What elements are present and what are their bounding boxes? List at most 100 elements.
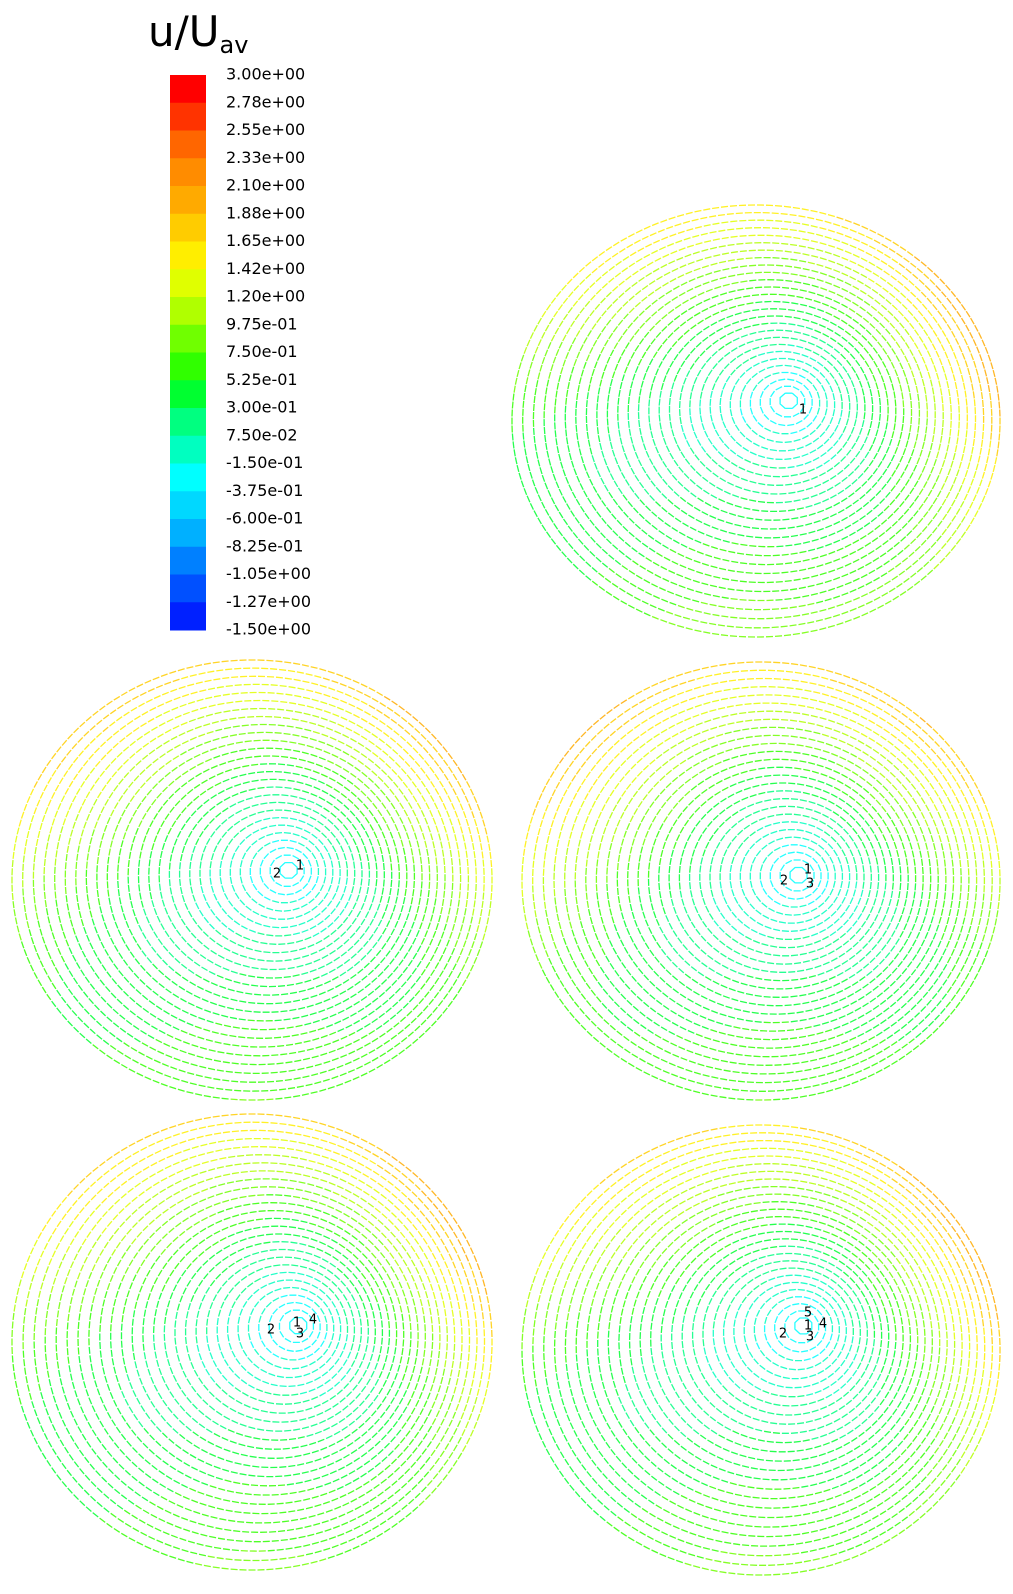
vector-arrows: [523, 242, 967, 570]
vector-arrows: [527, 726, 999, 1101]
vector-arrows: [511, 279, 920, 617]
vector-arrows: [597, 766, 948, 1042]
colorbar-label: 3.00e+00: [226, 65, 305, 84]
vector-arrows: [525, 1223, 911, 1522]
vector-arrows: [18, 667, 493, 868]
vector-arrows: [599, 1127, 1001, 1363]
vector-arrows: [680, 344, 844, 469]
vector-arrows: [522, 669, 998, 856]
vector-arrows: [521, 686, 1001, 897]
vector-arrows: [566, 204, 998, 496]
vector-arrows: [383, 1151, 488, 1295]
colorbar-swatch: [170, 380, 206, 409]
vector-arrows: [525, 1163, 982, 1474]
colorbar-swatch: [170, 241, 206, 270]
vector-arrows: [12, 723, 484, 1101]
vector-arrows: [138, 786, 383, 977]
vector-arrows: [591, 322, 870, 509]
vector-panel: 2 1 43: [11, 1113, 493, 1571]
vortex-marker: 4: [819, 1317, 827, 1332]
vortex-marker: 2: [273, 867, 281, 882]
vector-arrows: [558, 699, 933, 764]
vortex-marker: 4: [309, 1313, 317, 1328]
colorbar-swatch: [170, 102, 206, 131]
vortex-marker: 1: [293, 1316, 301, 1331]
colorbar-label: 5.25e-01: [226, 370, 298, 389]
vector-arrows: [541, 750, 989, 1101]
colorbar-swatch: [170, 130, 206, 159]
vortex-marker: 1: [804, 863, 812, 878]
colorbar-swatch: [170, 324, 206, 353]
vector-arrows: [532, 661, 986, 816]
colorbar-label: 2.55e+00: [226, 120, 305, 139]
colorbar-swatch: [170, 463, 206, 492]
vector-arrows: [659, 790, 900, 979]
vector-arrows: [759, 844, 829, 905]
vector-panel: 2 13: [521, 661, 1001, 1101]
vector-arrows: [20, 1217, 408, 1518]
colorbar-label: 7.50e-01: [226, 342, 298, 361]
vector-arrows: [739, 371, 818, 435]
vector-arrows: [13, 1154, 481, 1452]
colorbar-swatch: [170, 269, 206, 298]
colorbar-label: 2.10e+00: [226, 176, 305, 195]
vector-arrows: [33, 659, 488, 835]
vector-arrows: [511, 300, 895, 581]
vector-arrows: [11, 707, 492, 941]
vortex-marker: 2: [780, 874, 788, 889]
colorbar-label: 2.78e+00: [226, 92, 305, 111]
vector-panel: 54 2 13: [521, 1124, 1001, 1576]
vortex-marker: 3: [806, 1330, 814, 1345]
vector-arrows: [196, 1271, 352, 1397]
vector-arrows: [67, 1113, 493, 1338]
colorbar-swatch: [170, 574, 206, 603]
vortex-marker: 1: [804, 1319, 812, 1334]
vector-arrows: [12, 683, 493, 900]
colorbar-swatch: [170, 297, 206, 326]
colorbar-swatch: [170, 158, 206, 187]
colorbar-label: 1.20e+00: [226, 287, 305, 306]
vector-arrows: [913, 256, 1001, 417]
colorbar-label: -1.05e+00: [226, 564, 311, 583]
colorbar-swatch: [170, 75, 206, 104]
vector-arrows: [383, 695, 467, 781]
vector-arrows: [535, 1147, 996, 1437]
vector-arrows: [249, 839, 319, 901]
legend-title-sub: av: [220, 31, 249, 59]
vector-arrows: [521, 1185, 962, 1576]
vector-arrows: [836, 216, 1001, 457]
vector-arrows: [195, 816, 352, 937]
colorbar-swatch: [170, 186, 206, 215]
colorbar-swatch: [170, 602, 206, 631]
vector-arrows: [11, 1194, 433, 1564]
vector-arrows: [703, 1274, 858, 1399]
vector-arrows: [522, 710, 1001, 930]
vector-arrows: [554, 1124, 1001, 1396]
vector-arrows: [20, 1137, 490, 1413]
colorbar-swatch: [170, 546, 206, 575]
colorbar-swatch: [170, 491, 206, 520]
vector-arrows: [756, 1296, 833, 1362]
colorbar-swatch: [170, 408, 206, 437]
colorbar-label: -1.50e+00: [226, 620, 311, 639]
vector-arrows: [11, 1178, 463, 1571]
colorbar-label: -8.25e-01: [226, 536, 303, 555]
colorbar-swatch: [170, 519, 206, 548]
vortex-marker: 1: [799, 403, 807, 418]
vortex-marker: 3: [296, 1327, 304, 1342]
vortex-marker: 1: [296, 859, 304, 874]
colorbar-label: 2.33e+00: [226, 148, 305, 167]
vector-arrows: [121, 1241, 380, 1440]
vortex-marker: 2: [267, 1323, 275, 1338]
vector-panel: 1: [511, 204, 1001, 638]
colorbar-swatch: [170, 352, 206, 381]
colorbar-label: -6.00e-01: [226, 509, 303, 528]
vortex-marker: 2: [779, 1327, 787, 1342]
colorbar-label: -1.27e+00: [226, 592, 311, 611]
legend-title-main: u/U: [148, 7, 220, 56]
colorbar-label: 9.75e-01: [226, 314, 298, 333]
vector-arrows: [541, 219, 986, 532]
colorbar-swatch: [170, 213, 206, 242]
